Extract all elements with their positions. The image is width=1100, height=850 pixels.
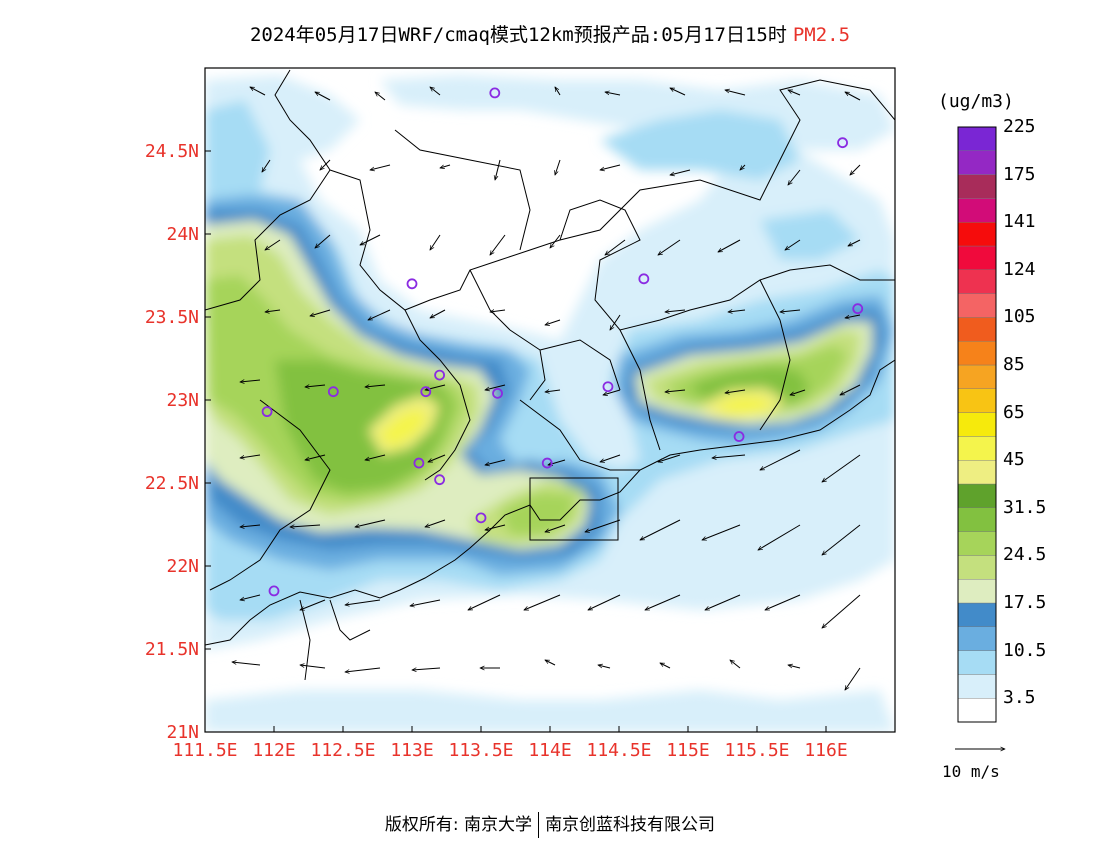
legend-label: 3.5 — [1003, 687, 1036, 709]
legend-swatch — [957, 174, 997, 199]
copyright-footer: 版权所有: 南京大学 南京创蓝科技有限公司 — [0, 810, 1100, 838]
x-tick-label: 116E — [804, 740, 847, 761]
map-title: 2024年05月17日WRF/cmaq模式12km预报产品:05月17日15时 P… — [0, 20, 1100, 47]
station-marker — [489, 87, 501, 99]
x-tick-label: 115E — [666, 740, 709, 761]
legend-outline — [957, 126, 997, 723]
y-tick-label: 21.5N — [145, 639, 199, 660]
legend-swatch — [957, 388, 997, 413]
station-marker — [733, 431, 745, 442]
legend-swatch — [957, 531, 997, 556]
legend-swatch — [957, 626, 997, 651]
legend-swatch — [957, 150, 997, 175]
legend-swatch — [957, 507, 997, 532]
station-marker — [406, 278, 418, 290]
legend-swatch — [957, 602, 997, 627]
species-label: PM2.5 — [792, 24, 851, 46]
legend-label: 24.5 — [1003, 544, 1047, 566]
legend-swatch — [957, 460, 997, 485]
legend-label: 105 — [1003, 306, 1036, 328]
footer-right: 南京创蓝科技有限公司 — [545, 815, 716, 835]
legend-label: 65 — [1003, 401, 1025, 423]
y-tick-label: 24N — [166, 224, 199, 245]
legend-label: 124 — [1003, 258, 1036, 280]
y-tick-label: 23.5N — [145, 307, 199, 328]
station-marker — [413, 457, 425, 469]
y-tick-label: 24.5N — [145, 141, 199, 162]
footer-left: 版权所有: 南京大学 — [384, 815, 533, 835]
y-tick-label: 21N — [166, 722, 199, 743]
wind-reference-label: 10 m/s — [942, 762, 1000, 781]
station-marker — [475, 512, 487, 524]
legend-swatch — [957, 650, 997, 675]
y-tick-label: 22.5N — [145, 473, 199, 494]
legend-label: 10.5 — [1003, 639, 1047, 661]
x-tick-label: 113.5E — [448, 740, 513, 761]
legend-swatch — [957, 698, 997, 723]
y-tick-label: 22N — [166, 556, 199, 577]
station-marker — [420, 386, 432, 398]
legend-swatch — [957, 293, 997, 318]
legend-label: 85 — [1003, 354, 1025, 375]
station-marker — [638, 273, 650, 285]
concentration-field — [205, 68, 895, 732]
legend-swatch — [957, 579, 997, 604]
station-marker — [268, 585, 280, 597]
legend-swatch — [957, 483, 997, 508]
axis-ticks: 111.5E 112E 112.5E 113E 113.5E 114E 114.5E 115E… — [145, 141, 848, 761]
legend-swatch — [957, 364, 997, 389]
station-marker — [602, 381, 614, 393]
x-tick-label: 112.5E — [310, 740, 375, 761]
legend-swatch — [957, 555, 997, 580]
y-tick-label: 23N — [166, 390, 199, 411]
legend-label: 17.5 — [1003, 592, 1047, 613]
station-marker — [434, 474, 446, 486]
station-marker — [852, 303, 864, 315]
x-tick-label: 113E — [390, 740, 433, 761]
legend-label: 45 — [1003, 449, 1025, 471]
station-marker — [327, 386, 339, 398]
x-tick-label: 115.5E — [724, 740, 789, 761]
legend-swatch — [957, 317, 997, 342]
station-marker — [492, 387, 503, 399]
boundaries — [205, 69, 895, 681]
legend-label: 225 — [1003, 116, 1036, 137]
footer-separator — [538, 812, 540, 838]
station-marker — [261, 406, 273, 418]
x-tick-label: 112E — [252, 740, 295, 761]
legend-label: 175 — [1003, 163, 1036, 185]
x-tick-label: 114E — [528, 740, 571, 761]
legend-label: 141 — [1003, 211, 1036, 233]
legend-label: 31.5 — [1003, 496, 1047, 518]
legend-swatch — [957, 221, 997, 247]
legend-swatch — [957, 412, 997, 437]
legend-swatch — [957, 674, 997, 699]
legend-swatch — [957, 245, 997, 270]
legend-swatch — [957, 198, 997, 223]
title-text: 2024年05月17日WRF/cmaq模式12km预报产品:05月17日15时 — [249, 24, 787, 46]
wind-vectors — [232, 87, 861, 690]
legend-colorbar — [957, 126, 997, 723]
station-marker — [541, 457, 553, 469]
x-tick-label: 111.5E — [172, 740, 237, 761]
x-tick-label: 114.5E — [586, 740, 651, 761]
station-markers — [261, 87, 864, 597]
legend-swatch — [957, 126, 997, 151]
legend-unit: (ug/m3) — [938, 91, 1014, 112]
legend-swatch — [957, 269, 997, 294]
station-marker — [837, 137, 848, 149]
legend-swatch — [957, 341, 997, 366]
legend-swatch — [957, 436, 997, 461]
station-marker — [434, 369, 446, 381]
